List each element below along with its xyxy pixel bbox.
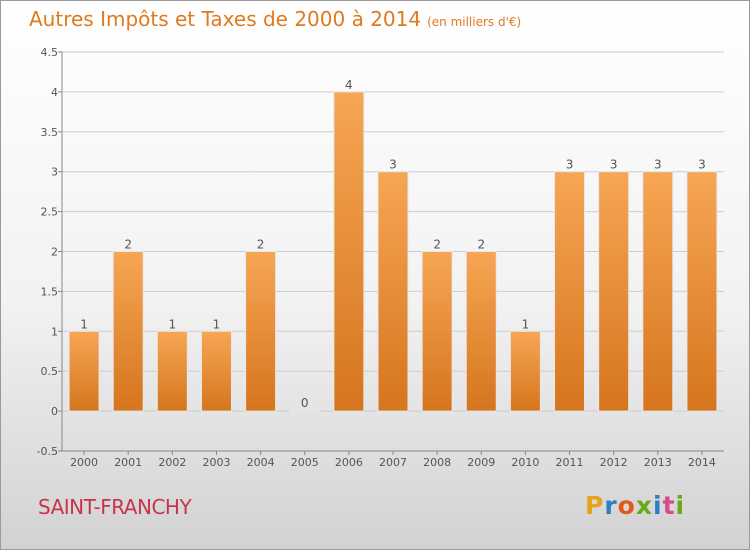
brand-letter: P (585, 491, 605, 520)
value-label-2010: 1 (522, 317, 530, 331)
bar-2012 (598, 171, 630, 412)
y-tick-label: 0.5 (41, 365, 59, 378)
x-tick-label-2002: 2002 (158, 456, 186, 469)
value-label-2001: 2 (124, 238, 132, 252)
commune-name: SAINT-FRANCHY (38, 495, 192, 519)
brand-letter: i (653, 491, 663, 520)
y-tick-label: 2 (51, 246, 58, 259)
value-label-2000: 1 (80, 317, 88, 331)
chart-unit: (en milliers d'€) (427, 15, 522, 29)
value-label-2009: 2 (477, 238, 485, 252)
x-tick-label-2007: 2007 (379, 456, 407, 469)
value-label-2011: 3 (566, 158, 574, 172)
bar-2008 (421, 251, 453, 412)
x-tick-label-2001: 2001 (114, 456, 142, 469)
value-label-2012: 3 (610, 158, 618, 172)
x-tick-label-2005: 2005 (291, 456, 319, 469)
bar-2007 (377, 171, 409, 412)
brand-letter: t (662, 491, 676, 520)
value-label-2014: 3 (698, 158, 706, 172)
bar-2010 (509, 330, 541, 412)
bar-2011 (554, 171, 586, 412)
x-tick-label-2012: 2012 (600, 456, 628, 469)
bar-2002 (156, 330, 188, 412)
value-label-2013: 3 (654, 158, 662, 172)
y-tick-label: 2.5 (41, 206, 59, 219)
x-tick-label-2010: 2010 (511, 456, 539, 469)
brand-letter: x (635, 491, 653, 520)
value-label-2005: 0 (301, 396, 309, 410)
y-tick-label: 1 (51, 325, 58, 338)
value-label-2006: 4 (345, 78, 353, 92)
x-tick-label-2006: 2006 (335, 456, 363, 469)
y-tick-label: -0.5 (37, 445, 58, 458)
bar-2000 (68, 330, 100, 412)
bar-2004 (245, 251, 277, 412)
y-tick-label: 3 (51, 166, 58, 179)
bar-2003 (200, 330, 232, 412)
bar-2014 (686, 171, 718, 412)
bar-2013 (642, 171, 674, 412)
y-tick-label: 4 (51, 86, 58, 99)
x-tick-label-2009: 2009 (467, 456, 495, 469)
labels: -0.5 0 0.5 1 1.5 2 2.5 3 3.5 4 4.5 1 2000 2 2001 1 2002 1… (37, 46, 716, 469)
bars (68, 91, 718, 412)
bar-2006 (333, 91, 365, 412)
x-tick-label-2011: 2011 (556, 456, 584, 469)
brand-logo[interactable]: Proxiti (585, 491, 685, 520)
brand-letter: i (675, 491, 686, 520)
y-tick-label: 0 (51, 405, 58, 418)
value-label-2007: 3 (389, 158, 397, 172)
bar-2009 (465, 251, 497, 412)
bar-2001 (112, 251, 144, 412)
x-tick-label-2003: 2003 (202, 456, 230, 469)
y-tick-label: 3.5 (41, 126, 59, 139)
value-label-2003: 1 (213, 317, 221, 331)
axes (58, 51, 724, 455)
chart-title: Autres Impôts et Taxes de 2000 à 2014 (en… (29, 7, 521, 31)
value-label-2004: 2 (257, 238, 265, 252)
brand-letter: o (617, 491, 636, 520)
x-tick-label-2000: 2000 (70, 456, 98, 469)
y-tick-label: 1.5 (41, 285, 59, 298)
value-label-2002: 1 (169, 317, 177, 331)
y-tick-label: 4.5 (41, 46, 59, 59)
bar-2005 (289, 409, 321, 412)
x-tick-label-2014: 2014 (688, 456, 716, 469)
x-tick-label-2008: 2008 (423, 456, 451, 469)
x-tick-label-2004: 2004 (247, 456, 275, 469)
brand-letter: r (604, 491, 618, 520)
chart-title-text: Autres Impôts et Taxes de 2000 à 2014 (29, 7, 422, 31)
x-tick-label-2013: 2013 (644, 456, 672, 469)
value-label-2008: 2 (433, 238, 441, 252)
